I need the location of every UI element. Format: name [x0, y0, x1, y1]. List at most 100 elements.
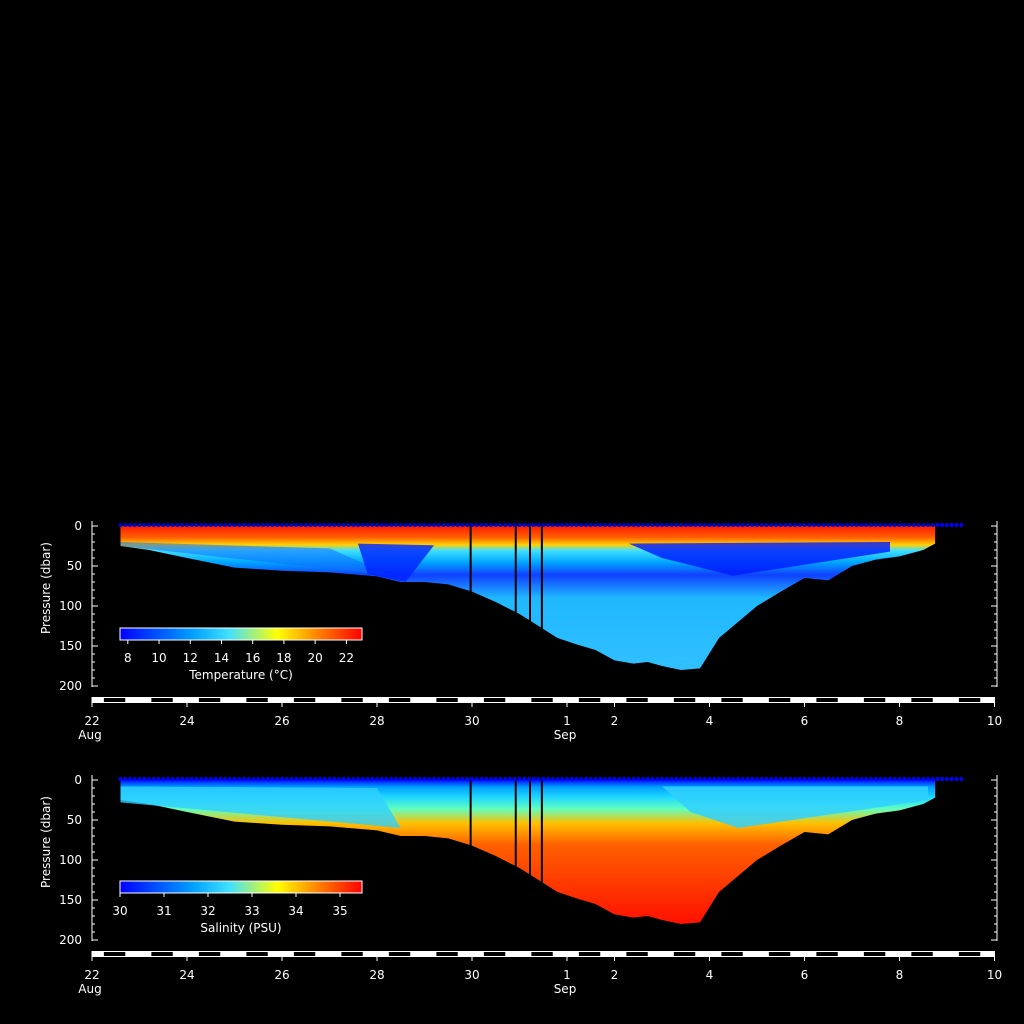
- surface-dot: [389, 777, 394, 781]
- surface-dot: [484, 523, 489, 527]
- surface-dot: [845, 523, 850, 527]
- surface-dot: [726, 777, 731, 781]
- surface-dot: [707, 777, 712, 781]
- salinity-colorbar-label: Salinity (PSU): [200, 921, 281, 935]
- surface-dot: [930, 777, 935, 781]
- surface-dot: [907, 523, 911, 527]
- colorbar-tick-label: 34: [288, 904, 303, 918]
- surface-dot: [892, 523, 897, 527]
- time-bar-segment: [388, 952, 411, 956]
- profile-gap: [540, 780, 543, 918]
- surface-dot: [403, 777, 408, 781]
- temperature-colorbar-label: Temperature (°C): [188, 668, 293, 682]
- surface-dot: [617, 777, 622, 781]
- surface-dot: [807, 523, 812, 527]
- surface-dot: [275, 523, 280, 527]
- surface-dot: [959, 777, 964, 781]
- surface-dot: [489, 777, 493, 781]
- surface-dot: [451, 777, 455, 781]
- colorbar-tick-label: 16: [245, 651, 260, 665]
- colorbar-tick-label: 14: [214, 651, 229, 665]
- surface-dot: [797, 523, 802, 527]
- x-tick-label: 30: [464, 714, 479, 728]
- surface-dot: [821, 523, 826, 527]
- time-bar-segment: [246, 698, 268, 702]
- surface-dot: [740, 523, 745, 527]
- surface-dot: [816, 523, 821, 527]
- surface-dot: [479, 523, 484, 527]
- surface-dot: [916, 777, 921, 781]
- surface-dot: [280, 777, 284, 781]
- surface-dot: [902, 777, 907, 781]
- surface-dot: [774, 777, 778, 781]
- surface-dot: [460, 777, 465, 781]
- surface-dot: [788, 523, 793, 527]
- surface-dot: [954, 777, 959, 781]
- surface-dot: [859, 523, 864, 527]
- surface-dot: [873, 523, 878, 527]
- surface-dot: [935, 523, 940, 527]
- surface-dot: [579, 777, 584, 781]
- surface-dot: [783, 523, 788, 527]
- surface-dot: [265, 777, 270, 781]
- surface-dot: [579, 523, 584, 527]
- surface-dot: [631, 523, 636, 527]
- surface-dot: [612, 777, 617, 781]
- x-tick-label: 24: [179, 714, 194, 728]
- surface-dot: [721, 777, 726, 781]
- surface-dot: [175, 777, 180, 781]
- surface-dot: [565, 777, 569, 781]
- surface-dot: [180, 777, 185, 781]
- time-bar-segment: [103, 952, 126, 956]
- colorbar-tick-label: 33: [244, 904, 259, 918]
- surface-dot: [869, 777, 873, 781]
- surface-dot: [945, 777, 949, 781]
- surface-dot: [389, 523, 394, 527]
- temperature-surface-dots: [118, 523, 964, 527]
- surface-dot: [878, 777, 883, 781]
- surface-dot: [365, 777, 370, 781]
- surface-dot: [156, 523, 161, 527]
- surface-dot: [959, 523, 964, 527]
- time-bar-segment: [768, 952, 791, 956]
- surface-dot: [413, 523, 417, 527]
- temperature-colorbar-swatch: [119, 627, 363, 641]
- surface-dot: [555, 523, 560, 527]
- surface-dot: [275, 777, 280, 781]
- salinity-upper-cyan-patches: [120, 786, 928, 828]
- surface-dot: [926, 777, 930, 781]
- salinity-y-ticks: 0 50 100 150 200: [59, 773, 98, 947]
- surface-dot: [394, 523, 398, 527]
- surface-dot: [641, 777, 645, 781]
- surface-dot: [484, 777, 489, 781]
- surface-dot: [289, 777, 294, 781]
- surface-dot: [251, 523, 256, 527]
- x-tick-label: 2: [611, 714, 619, 728]
- surface-dot: [327, 523, 332, 527]
- surface-dot: [864, 523, 869, 527]
- temperature-y-label: Pressure (dbar): [39, 542, 53, 634]
- time-bar-segment: [483, 698, 506, 702]
- salinity-colorbar: 30 31 32 33 34 35 Salinity (PSU): [112, 880, 363, 935]
- surface-dot: [759, 523, 764, 527]
- time-bar-segment: [958, 952, 981, 956]
- surface-dot: [664, 523, 669, 527]
- temperature-left-axis: 0 50 100 150 200 Pressure (dbar): [39, 519, 98, 693]
- surface-dot: [864, 777, 869, 781]
- surface-dot: [897, 777, 902, 781]
- x-tick-label: 28: [369, 714, 384, 728]
- surface-dot: [137, 777, 142, 781]
- time-bar-segment: [483, 952, 506, 956]
- surface-dot: [213, 523, 218, 527]
- surface-dot: [223, 523, 227, 527]
- surface-dot: [180, 523, 185, 527]
- surface-dot: [911, 777, 916, 781]
- surface-dot: [232, 777, 237, 781]
- salinity-fresh-patch-east: [662, 786, 928, 828]
- surface-dot: [783, 777, 788, 781]
- surface-dot: [313, 523, 318, 527]
- surface-dot: [337, 777, 341, 781]
